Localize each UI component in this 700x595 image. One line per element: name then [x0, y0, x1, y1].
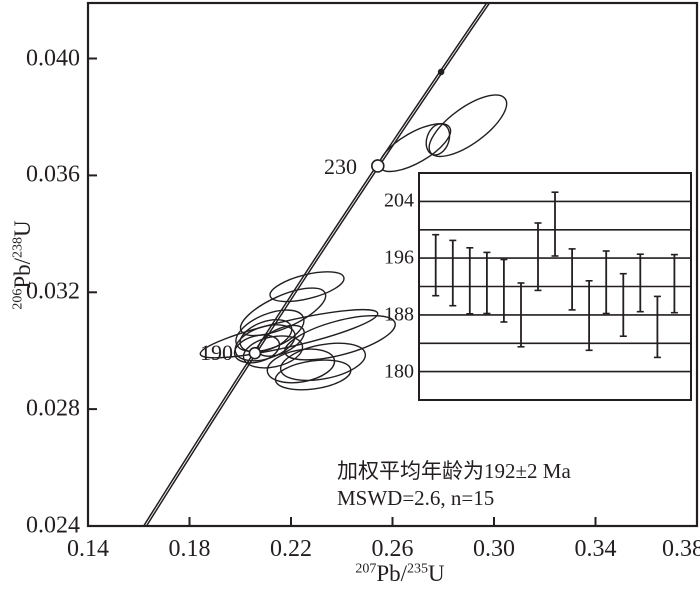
y-tick-label: 0.024 [26, 512, 80, 539]
y-tick-label: 0.028 [26, 395, 80, 422]
y-axis-label: 206Pb/238U [10, 206, 36, 324]
x-tick-label: 0.22 [270, 536, 312, 562]
inset-panel [418, 172, 692, 401]
y-axis-label-end: U [10, 220, 35, 237]
x-tick-label: 0.34 [574, 536, 617, 562]
x-axis-label-end: U [428, 561, 445, 586]
x-axis-label-sup-235: 235 [407, 561, 429, 577]
x-axis-label-sup-207: 207 [355, 561, 377, 577]
y-tick-label: 0.032 [26, 278, 80, 305]
age-marker-label-230: 230 [324, 154, 357, 179]
concordia-age-marker-190 [248, 346, 262, 360]
weighted-mean-annotation: 加权平均年龄为192±2 Ma MSWD=2.6, n=15 [337, 458, 571, 512]
inset-tick-label: 188 [384, 303, 414, 326]
y-tick-label: 0.040 [26, 45, 80, 71]
plot-content [142, 3, 508, 526]
concordia-age-marker-230 [370, 159, 385, 173]
concordia-curve-left [142, 3, 488, 526]
x-axis-label: 207Pb/235U [338, 561, 462, 587]
mswd-text: MSWD=2.6, n=15 [337, 486, 495, 510]
inset-tick-label: 180 [384, 360, 414, 383]
x-tick-label: 0.14 [67, 536, 109, 562]
axes-frame-group [86, 1, 699, 528]
x-axis-label-base: Pb/ [376, 561, 408, 586]
error-ellipse [284, 315, 396, 361]
inset-tick-label: 204 [384, 189, 414, 212]
error-ellipse [233, 334, 281, 364]
error-ellipse [239, 319, 293, 353]
error-ellipse [242, 335, 304, 369]
x-tick-label: 0.26 [371, 536, 414, 562]
x-tick-label: 0.38 [662, 536, 700, 562]
y-tick-label: 0.036 [26, 161, 80, 188]
x-tick-label: 0.18 [168, 536, 211, 562]
inset-tick-label: 196 [384, 246, 414, 269]
weighted-mean-age-text: 加权平均年龄为192±2 Ma [337, 459, 571, 483]
y-axis-label-sup-238: 238 [10, 236, 26, 258]
error-ellipse [269, 271, 345, 303]
concordia-age-marker-250 [437, 68, 445, 76]
age-marker-label-190: 190 [200, 340, 233, 365]
error-ellipse [274, 359, 352, 391]
concordia-curve-right [145, 3, 491, 526]
error-ellipse [425, 123, 451, 156]
error-ellipse [279, 342, 367, 382]
x-tick-label: 0.30 [473, 536, 515, 562]
